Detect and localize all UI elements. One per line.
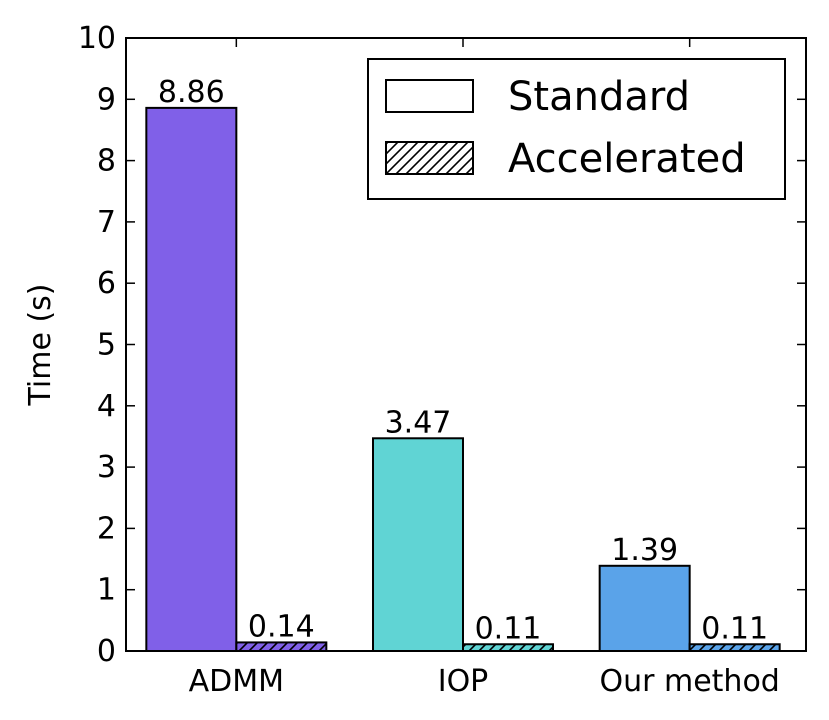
data-labels: 8.86 0.14 3.47 0.11 1.39 0.11 bbox=[158, 75, 768, 646]
bars bbox=[145, 106, 781, 653]
y-tick-label: 10 bbox=[78, 21, 116, 56]
y-tick-label: 7 bbox=[97, 205, 116, 240]
y-axis-title: Time (s) bbox=[23, 284, 58, 407]
y-tick-label: 2 bbox=[97, 511, 116, 546]
x-tick-label: Our method bbox=[599, 664, 779, 699]
bar-value-label: 1.39 bbox=[611, 533, 678, 568]
bar-value-label: 0.11 bbox=[475, 611, 542, 646]
bar-standard bbox=[598, 564, 691, 653]
bar-standard bbox=[145, 106, 238, 652]
legend: Standard Accelerated bbox=[367, 58, 786, 200]
y-tick-label: 9 bbox=[97, 82, 116, 117]
legend-swatch bbox=[385, 79, 474, 113]
y-tick-label: 5 bbox=[97, 328, 116, 363]
x-axis: ADMM IOP Our method bbox=[189, 38, 780, 699]
legend-swatch bbox=[385, 141, 474, 175]
y-tick-label: 4 bbox=[97, 389, 116, 424]
bar-value-label: 0.14 bbox=[248, 609, 315, 644]
legend-label: Standard bbox=[508, 74, 690, 120]
y-tick-label: 6 bbox=[97, 266, 116, 301]
y-tick-label: 8 bbox=[97, 144, 116, 179]
bar-value-label: 0.11 bbox=[701, 611, 768, 646]
legend-label: Accelerated bbox=[508, 136, 746, 182]
y-tick-label: 0 bbox=[97, 634, 116, 669]
bar-value-label: 8.86 bbox=[158, 75, 225, 110]
x-tick-label: ADMM bbox=[189, 664, 284, 699]
bar-standard bbox=[372, 437, 464, 652]
y-axis: 0 1 2 3 4 5 6 7 8 9 10 bbox=[78, 21, 806, 669]
x-tick-label: IOP bbox=[438, 664, 489, 699]
bar-value-label: 3.47 bbox=[385, 405, 452, 440]
y-tick-label: 1 bbox=[97, 573, 116, 608]
y-tick-label: 3 bbox=[97, 450, 116, 485]
